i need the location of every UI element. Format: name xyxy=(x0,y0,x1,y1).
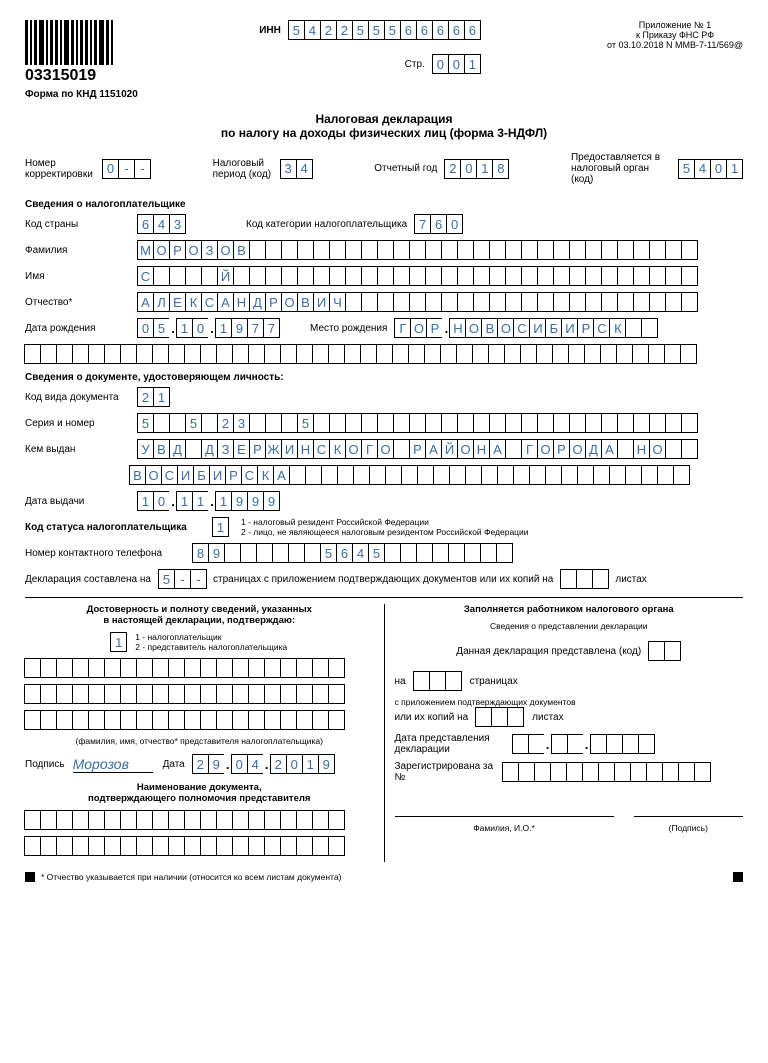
inn-label: ИНН xyxy=(259,25,281,36)
issuedby-cells-1: УВДДЗЕРЖИНСКОГОРАЙОНАГОРОДАНО xyxy=(138,439,698,459)
name-cells: СЙ xyxy=(138,266,698,286)
barcode-icon xyxy=(25,20,113,65)
pages-label-3: листах xyxy=(615,574,646,585)
taxpayer-heading: Сведения о налогоплательщике xyxy=(25,199,743,210)
square-icon xyxy=(733,872,743,882)
copies-cells xyxy=(476,707,524,727)
title: Налоговая декларация по налогу на доходы… xyxy=(25,112,743,140)
barcode-number: 03315019 xyxy=(25,67,113,85)
name-note: (фамилия, имя, отчество* представителя н… xyxy=(25,736,374,746)
barcode-block: 03315019 xyxy=(25,20,113,85)
category-label: Код категории налогоплательщика xyxy=(246,219,407,230)
surname-cells: МОРОЗОВ xyxy=(138,240,698,260)
category-cells: 760 xyxy=(415,214,463,234)
period-label: Налоговый период (код) xyxy=(213,158,273,180)
sign-label: Подпись xyxy=(25,759,65,770)
date-label: Дата xyxy=(163,759,185,770)
left-panel: Достоверность и полноту сведений, указан… xyxy=(25,604,385,862)
pob-cells: ГОР.НОВОСИБИРСК xyxy=(395,318,658,338)
form-code: Форма по КНД 1151020 xyxy=(25,89,743,100)
status-note-2: 2 - лицо, не являющееся налоговым резиде… xyxy=(241,527,529,537)
patronymic-cells: АЛЕКСАНДРОВИЧ xyxy=(138,292,698,312)
sign-label-right: (Подпись) xyxy=(634,823,744,833)
issuedate-cells: 10.11.1999 xyxy=(138,491,280,511)
document-name-grid xyxy=(25,810,374,856)
right-heading: Заполняется работником налогового органа xyxy=(395,604,744,615)
title-line-2: по налогу на доходы физических лиц (форм… xyxy=(25,126,743,140)
period-cells: 34 xyxy=(281,159,313,179)
pages-word: страницах xyxy=(470,676,518,687)
reg-label: Зарегистрирована за № xyxy=(395,761,495,783)
doc-heading: Наименование документа,подтверждающего п… xyxy=(25,782,374,804)
footer: * Отчество указывается при наличии (отно… xyxy=(25,872,743,882)
attachpages-cells xyxy=(561,569,609,589)
document-heading: Сведения о документе, удостоверяющем лич… xyxy=(25,372,743,383)
phone-label: Номер контактного телефона xyxy=(25,548,185,559)
type-cells: 1 xyxy=(111,632,127,652)
issuedby-label: Кем выдан xyxy=(25,444,130,455)
presentdate-label: Дата представления декларации xyxy=(395,733,505,755)
correction-cells: 0-- xyxy=(103,159,151,179)
doccode-cells: 21 xyxy=(138,387,170,407)
country-cells: 643 xyxy=(138,214,186,234)
pages-label-2: страницах с приложением подтверждающих д… xyxy=(213,574,553,585)
fio-label: Фамилия, И.О.* xyxy=(395,823,614,833)
on-label: на xyxy=(395,676,406,687)
series-label: Серия и номер xyxy=(25,418,130,429)
sign-date-cells: 29.04.2019 xyxy=(193,754,335,774)
country-label: Код страны xyxy=(25,219,130,230)
representative-name-grid xyxy=(25,658,374,730)
copies-label: или их копий на xyxy=(395,712,469,723)
surname-label: Фамилия xyxy=(25,245,130,256)
pages-cells: 5-- xyxy=(159,569,207,589)
name-label: Имя xyxy=(25,271,130,282)
onpages-cells xyxy=(414,671,462,691)
declaration-params: Номер корректировки 0-- Налоговый период … xyxy=(25,152,743,191)
signature: Морозов xyxy=(73,756,153,773)
series-cells: 55235 xyxy=(138,413,698,433)
attach-line-3: от 03.10.2018 N ММВ-7-11/569@ xyxy=(607,40,743,50)
status-label: Код статуса налогоплательщика xyxy=(25,522,205,533)
pob-cells-2 xyxy=(25,344,697,364)
presented-label: Данная декларация представлена (код) xyxy=(456,646,641,657)
status-note-1: 1 - налоговый резидент Российской Федера… xyxy=(241,517,529,527)
attach-line-1: Приложение № 1 xyxy=(607,20,743,30)
right-sub: Сведения о представлении декларации xyxy=(395,621,744,631)
attachment-info: Приложение № 1 к Приказу ФНС РФ от 03.10… xyxy=(607,20,743,50)
patronymic-label: Отчество* xyxy=(25,297,130,308)
reg-cells xyxy=(503,762,711,782)
attach-line-2: к Приказу ФНС РФ xyxy=(607,30,743,40)
year-label: Отчетный год xyxy=(374,163,437,174)
issuedby-cells-2: ВОСИБИРСКА xyxy=(130,465,690,485)
left-heading: Достоверность и полноту сведений, указан… xyxy=(25,604,374,626)
presented-cells xyxy=(649,641,681,661)
status-notes: 1 - налоговый резидент Российской Федера… xyxy=(241,517,529,537)
title-line-1: Налоговая декларация xyxy=(25,112,743,126)
phone-cells: 895645 xyxy=(193,543,513,563)
square-icon xyxy=(25,872,35,882)
sheets-word: листах xyxy=(532,712,563,723)
page-cells: 001 xyxy=(433,54,481,74)
doccode-label: Код вида документа xyxy=(25,392,130,403)
correction-label: Номер корректировки xyxy=(25,158,95,180)
dob-label: Дата рождения xyxy=(25,323,130,334)
header: 03315019 ИНН 542255566666 Стр. 001 Прило… xyxy=(25,20,743,85)
presentdate-cells: .. xyxy=(513,734,655,754)
bottom-section: Достоверность и полноту сведений, указан… xyxy=(25,597,743,862)
dob-cells: 05.10.1977 xyxy=(138,318,280,338)
inn-cells: 542255566666 xyxy=(289,20,481,40)
page-label: Стр. xyxy=(405,59,425,70)
status-cells: 1 xyxy=(213,517,229,537)
type-notes: 1 - налогоплательщик2 - представитель на… xyxy=(135,632,287,652)
right-panel: Заполняется работником налогового органа… xyxy=(395,604,744,862)
year-cells: 2018 xyxy=(445,159,509,179)
issuedate-label: Дата выдачи xyxy=(25,496,130,507)
footer-note: * Отчество указывается при наличии (отно… xyxy=(41,872,341,882)
pob-label: Место рождения xyxy=(310,323,387,334)
pages-label-1: Декларация составлена на xyxy=(25,574,151,585)
authority-cells: 5401 xyxy=(679,159,743,179)
authority-label: Предоставляется в налоговый орган (код) xyxy=(571,152,671,185)
attach-label: с приложением подтверждающих документов xyxy=(395,697,744,707)
